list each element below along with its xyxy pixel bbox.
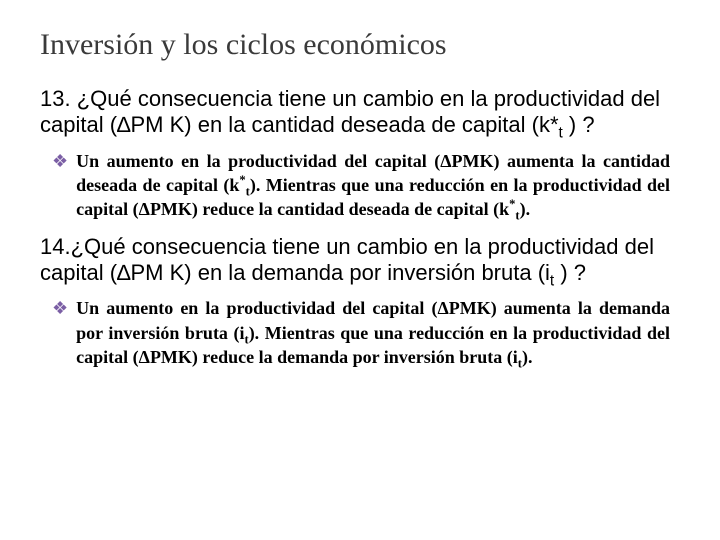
answer-14: Un aumento en la productividad del capit…	[76, 296, 680, 369]
question-14: 14.¿Qué consecuencia tiene un cambio en …	[40, 234, 680, 287]
a13-p4: PMK) reduce la cantidad deseada de capit…	[150, 199, 509, 219]
a13-d2: Δ	[139, 199, 150, 219]
a13-p5: ).	[520, 199, 531, 219]
q13-text-post: ) ?	[563, 112, 595, 137]
a14-d2: Δ	[139, 347, 150, 367]
slide-title: Inversión y los ciclos económicos	[40, 28, 680, 62]
q13-number: 13.	[40, 86, 71, 111]
question-13: 13. ¿Qué consecuencia tiene un cambio en…	[40, 86, 680, 139]
answer-13: Un aumento en la productividad del capit…	[76, 149, 680, 222]
a14-p5: ).	[522, 347, 533, 367]
answer-14-wrap: ❖ Un aumento en la productividad del cap…	[52, 296, 680, 369]
diamond-bullet-icon: ❖	[52, 149, 68, 173]
a14-p1: Un aumento en la productividad del capit…	[76, 298, 437, 318]
a13-p1: Un aumento en la productividad del capit…	[76, 151, 440, 171]
a14-d1: Δ	[437, 298, 448, 318]
a14-p4: PMK) reduce la demanda por inversión bru…	[150, 347, 518, 367]
diamond-bullet-icon: ❖	[52, 296, 68, 320]
q14-number: 14.	[40, 234, 71, 259]
a13-d1: Δ	[440, 151, 451, 171]
q14-text-post: ) ?	[554, 260, 586, 285]
answer-13-wrap: ❖ Un aumento en la productividad del cap…	[52, 149, 680, 222]
